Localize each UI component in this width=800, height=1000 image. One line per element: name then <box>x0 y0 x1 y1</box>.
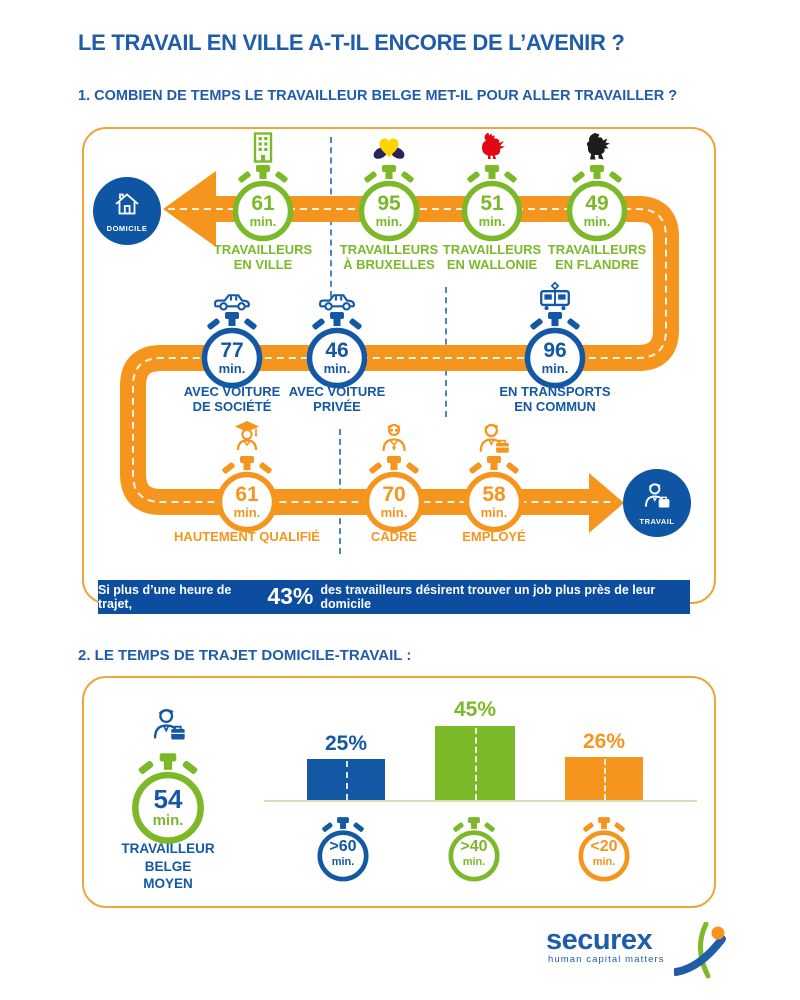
label-cadre: CADRE <box>370 529 418 544</box>
stopwatch-value: 70 <box>382 483 406 507</box>
stopwatch-wallonie: 51 min. <box>460 165 524 243</box>
commute-route-arrow <box>120 171 679 533</box>
average-worker-icon <box>150 706 188 749</box>
bar-value-label-1: 45% <box>453 698 497 721</box>
bar-more-60min <box>307 759 385 800</box>
stopwatch-unit: min. <box>249 213 277 229</box>
stopwatch-cadre: 70 min. <box>362 456 426 534</box>
section2-heading: 2. LE TEMPS DE TRAJET DOMICILE-TRAVAIL : <box>78 647 412 664</box>
stopwatch-unit: min. <box>462 855 486 868</box>
domicile-label: DOMICILE <box>106 223 148 233</box>
worker-icon <box>642 481 672 516</box>
domicile-badge: DOMICILE <box>93 177 161 245</box>
brussels-iris-icon <box>371 135 407 168</box>
securex-brand-text: securex <box>546 924 653 956</box>
stopwatch-unit: min. <box>323 360 351 376</box>
stopwatch-value: <20 <box>590 838 618 856</box>
bar-value-label-2: 26% <box>582 730 626 753</box>
house-icon <box>112 190 142 223</box>
stopwatch-value: >60 <box>329 838 357 856</box>
stopwatch-unit: min. <box>541 360 569 376</box>
travail-label: TRAVAIL <box>639 516 675 526</box>
label-employe: EMPLOYÉ <box>462 529 526 544</box>
chart-baseline <box>264 800 697 802</box>
stopwatch-less-20: <20 min. <box>577 817 631 883</box>
section1-heading: 1. COMBIEN DE TEMPS LE TRAVAILLEUR BELGE… <box>78 88 678 104</box>
stopwatch-employe: 58 min. <box>462 456 526 534</box>
stopwatch-unit: min. <box>331 855 355 868</box>
securex-figure-icon <box>672 921 728 989</box>
tram-icon <box>537 281 573 318</box>
stopwatch-unit: min. <box>583 213 611 229</box>
stopwatch-value: 51 <box>480 192 504 216</box>
walloon-rooster-icon <box>478 131 506 167</box>
city-building-icon <box>250 131 276 169</box>
banner-prefix: Si plus d’une heure de trajet, <box>98 583 232 611</box>
stopwatch-value: 95 <box>377 192 401 216</box>
stopwatch-transports-commun: 96 min. <box>523 312 587 390</box>
manager-icon <box>377 421 411 460</box>
stopwatch-value: 49 <box>585 192 609 216</box>
page-title: LE TRAVAIL EN VILLE A-T-IL ENCORE DE L’A… <box>78 30 625 55</box>
stopwatch-travailleur-moyen: 54 min. <box>130 753 206 846</box>
label-voiture-privee: AVEC VOITURE PRIVÉE <box>288 384 386 414</box>
section1-panel: DOMICILE <box>82 127 716 614</box>
stopwatch-value: 96 <box>543 339 567 363</box>
stopwatch-hautement-qualifie: 61 min. <box>215 456 279 534</box>
stopwatch-unit: min. <box>233 504 261 520</box>
label-en-ville: TRAVAILLEURS EN VILLE <box>213 242 313 272</box>
stopwatch-voiture-privee: 46 min. <box>305 312 369 390</box>
stopwatch-value: 46 <box>325 339 349 363</box>
stopwatch-more-40: >40 min. <box>447 817 501 883</box>
bar-more-40min <box>435 726 515 800</box>
stopwatch-unit: min. <box>152 811 184 829</box>
private-car-icon <box>318 287 356 318</box>
bar-value-label-0: 25% <box>324 732 368 755</box>
stopwatch-unit: min. <box>592 855 616 868</box>
label-wallonie: TRAVAILLEURS EN WALLONIE <box>442 242 542 272</box>
graduate-icon <box>230 419 264 460</box>
stopwatch-value: 54 <box>153 784 183 815</box>
flemish-lion-icon <box>583 131 611 167</box>
label-bruxelles: TRAVAILLEURS À BRUXELLES <box>339 242 439 272</box>
stopwatch-value: 77 <box>220 339 244 363</box>
stopwatch-unit: min. <box>218 360 246 376</box>
travail-badge: TRAVAIL <box>623 469 691 537</box>
commute-stat-banner: Si plus d’une heure de trajet, 43% des t… <box>98 580 690 614</box>
stopwatch-value: 61 <box>251 192 275 216</box>
stopwatch-unit: min. <box>380 504 408 520</box>
stopwatch-en-ville: 61 min. <box>231 165 295 243</box>
company-car-icon <box>213 287 251 318</box>
stopwatch-value: 61 <box>235 483 259 507</box>
banner-highlight: 43% <box>267 582 314 609</box>
stopwatch-flandre: 49 min. <box>565 165 629 243</box>
stopwatch-unit: min. <box>478 213 506 229</box>
stopwatch-voiture-societe: 77 min. <box>200 312 264 390</box>
stopwatch-more-60: >60 min. <box>316 817 370 883</box>
label-voiture-societe: AVEC VOITURE DE SOCIÉTÉ <box>183 384 281 414</box>
stopwatch-unit: min. <box>480 504 508 520</box>
label-flandre: TRAVAILLEURS EN FLANDRE <box>547 242 647 272</box>
section2-panel: 54 min. TRAVAILLEUR BELGE MOYEN 25% 45% … <box>82 676 716 908</box>
average-worker-label: TRAVAILLEUR BELGE MOYEN <box>121 841 215 892</box>
securex-logo: securex human capital matters <box>546 921 736 992</box>
stopwatch-unit: min. <box>375 213 403 229</box>
stopwatch-value: 58 <box>482 483 506 507</box>
label-hautement-qualifie: HAUTEMENT QUALIFIÉ <box>174 529 320 544</box>
stopwatch-value: >40 <box>460 838 488 856</box>
stopwatch-bruxelles: 95 min. <box>357 165 421 243</box>
banner-suffix: des travailleurs désirent trouver un job… <box>320 583 656 611</box>
securex-tagline: human capital matters <box>548 954 665 965</box>
label-transports-commun: EN TRANSPORTS EN COMMUN <box>499 384 611 414</box>
bar-less-20min <box>565 757 643 800</box>
